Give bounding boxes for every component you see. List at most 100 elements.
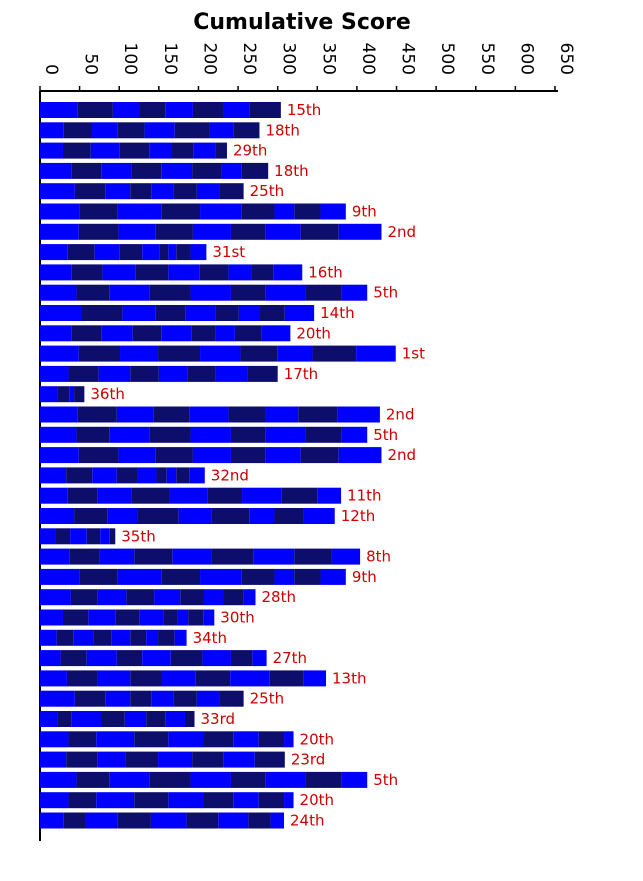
bar-segment — [40, 386, 58, 403]
bar-segment — [230, 650, 253, 667]
bar-segment — [40, 325, 72, 342]
bar-segment — [209, 122, 234, 139]
bar-segment — [281, 487, 318, 504]
bar-segment — [134, 792, 169, 809]
bar-row: 5th — [40, 284, 398, 302]
bar-segment — [248, 812, 271, 829]
bar-segment — [178, 508, 212, 524]
bar-segment — [303, 670, 327, 687]
bar-segment — [94, 244, 120, 261]
bar-segment — [71, 711, 102, 727]
bar-segment — [190, 771, 231, 788]
rank-label: 23rd — [291, 751, 326, 769]
rank-label: 9th — [352, 203, 377, 221]
rank-label: 17th — [284, 365, 318, 383]
bar-segment — [116, 467, 138, 484]
bar-segment — [202, 650, 231, 667]
bar-segment — [63, 812, 86, 829]
bar-segment — [230, 447, 266, 464]
x-tick-label: 250 — [239, 43, 259, 75]
rank-label: 1st — [402, 345, 425, 363]
bar-segment — [161, 162, 193, 179]
bar-segment — [144, 122, 175, 139]
rank-label: 29th — [233, 142, 267, 160]
bar-segment — [66, 670, 98, 687]
bar-segment — [265, 447, 301, 464]
bar-segment — [356, 345, 396, 362]
x-tick-label: 50 — [81, 53, 101, 75]
bar-segment — [185, 305, 216, 321]
bar-row: 8th — [40, 548, 391, 566]
bar-segment — [111, 629, 131, 646]
bar-segment — [305, 771, 342, 788]
bar-row: 31st — [40, 243, 245, 261]
bar-segment — [241, 162, 269, 179]
bar-row: 1st — [40, 345, 425, 363]
bar-segment — [312, 345, 357, 362]
bar-segment — [139, 609, 164, 626]
bar-segment — [62, 609, 89, 626]
bar-segment — [117, 122, 145, 139]
bar-segment — [341, 426, 368, 443]
x-tick-label: 400 — [358, 43, 378, 75]
bar-segment — [40, 447, 79, 464]
rank-label: 5th — [373, 771, 398, 789]
bar-segment — [317, 487, 342, 504]
bar-segment — [40, 771, 77, 788]
bar-row: 20th — [40, 791, 334, 809]
bar-segment — [101, 711, 125, 727]
bar-row: 27th — [40, 649, 307, 667]
rank-label: 9th — [352, 568, 377, 586]
bar-segment — [40, 264, 72, 281]
bar-segment — [67, 244, 95, 261]
bar-segment — [192, 447, 231, 464]
bar-segment — [252, 650, 267, 667]
bar-segment — [96, 731, 135, 748]
bar-segment — [265, 284, 306, 301]
bar-segment — [184, 711, 195, 727]
bar-row: 28th — [40, 588, 296, 606]
bars-group: 15th 18th 29th 18th 25th 9th 2nd 31st 16th 5th 14t… — [40, 101, 425, 830]
bar-segment — [173, 690, 197, 707]
bar-segment — [265, 426, 306, 443]
bar-segment — [109, 771, 150, 788]
bar-segment — [101, 162, 132, 179]
bar-segment — [119, 142, 150, 159]
bar-segment — [40, 365, 69, 382]
bar-segment — [74, 508, 108, 524]
bar-segment — [109, 426, 150, 443]
bar-segment — [258, 792, 285, 809]
bar-segment — [230, 670, 270, 687]
bar-segment — [76, 426, 110, 443]
bar-row: 15th — [40, 101, 321, 119]
bar-segment — [118, 447, 156, 464]
bar-segment — [118, 223, 156, 240]
bar-segment — [249, 508, 275, 524]
rank-label: 33rd — [200, 710, 235, 728]
bar-segment — [90, 142, 120, 159]
rank-label: 32nd — [211, 466, 249, 484]
bar-segment — [223, 589, 244, 606]
bar-segment — [192, 223, 231, 240]
bar-segment — [40, 568, 80, 585]
bar-segment — [77, 102, 113, 118]
bar-segment — [71, 264, 103, 281]
bar-segment — [207, 487, 243, 504]
bar-segment — [154, 589, 181, 606]
bar-segment — [249, 102, 281, 118]
bar-segment — [277, 345, 313, 362]
bar-segment — [85, 812, 118, 829]
bar-segment — [265, 406, 299, 423]
rank-label: 30th — [220, 609, 254, 627]
bar-segment — [105, 183, 131, 200]
bar-segment — [40, 589, 71, 606]
bar-segment — [270, 812, 285, 829]
bar-segment — [265, 223, 301, 240]
bar-segment — [196, 690, 220, 707]
bar-segment — [142, 244, 160, 261]
bar-segment — [161, 325, 192, 342]
x-tick-label: 300 — [279, 43, 299, 75]
bar-row: 18th — [40, 121, 300, 139]
bar-segment — [269, 670, 304, 687]
bar-segment — [102, 264, 136, 281]
